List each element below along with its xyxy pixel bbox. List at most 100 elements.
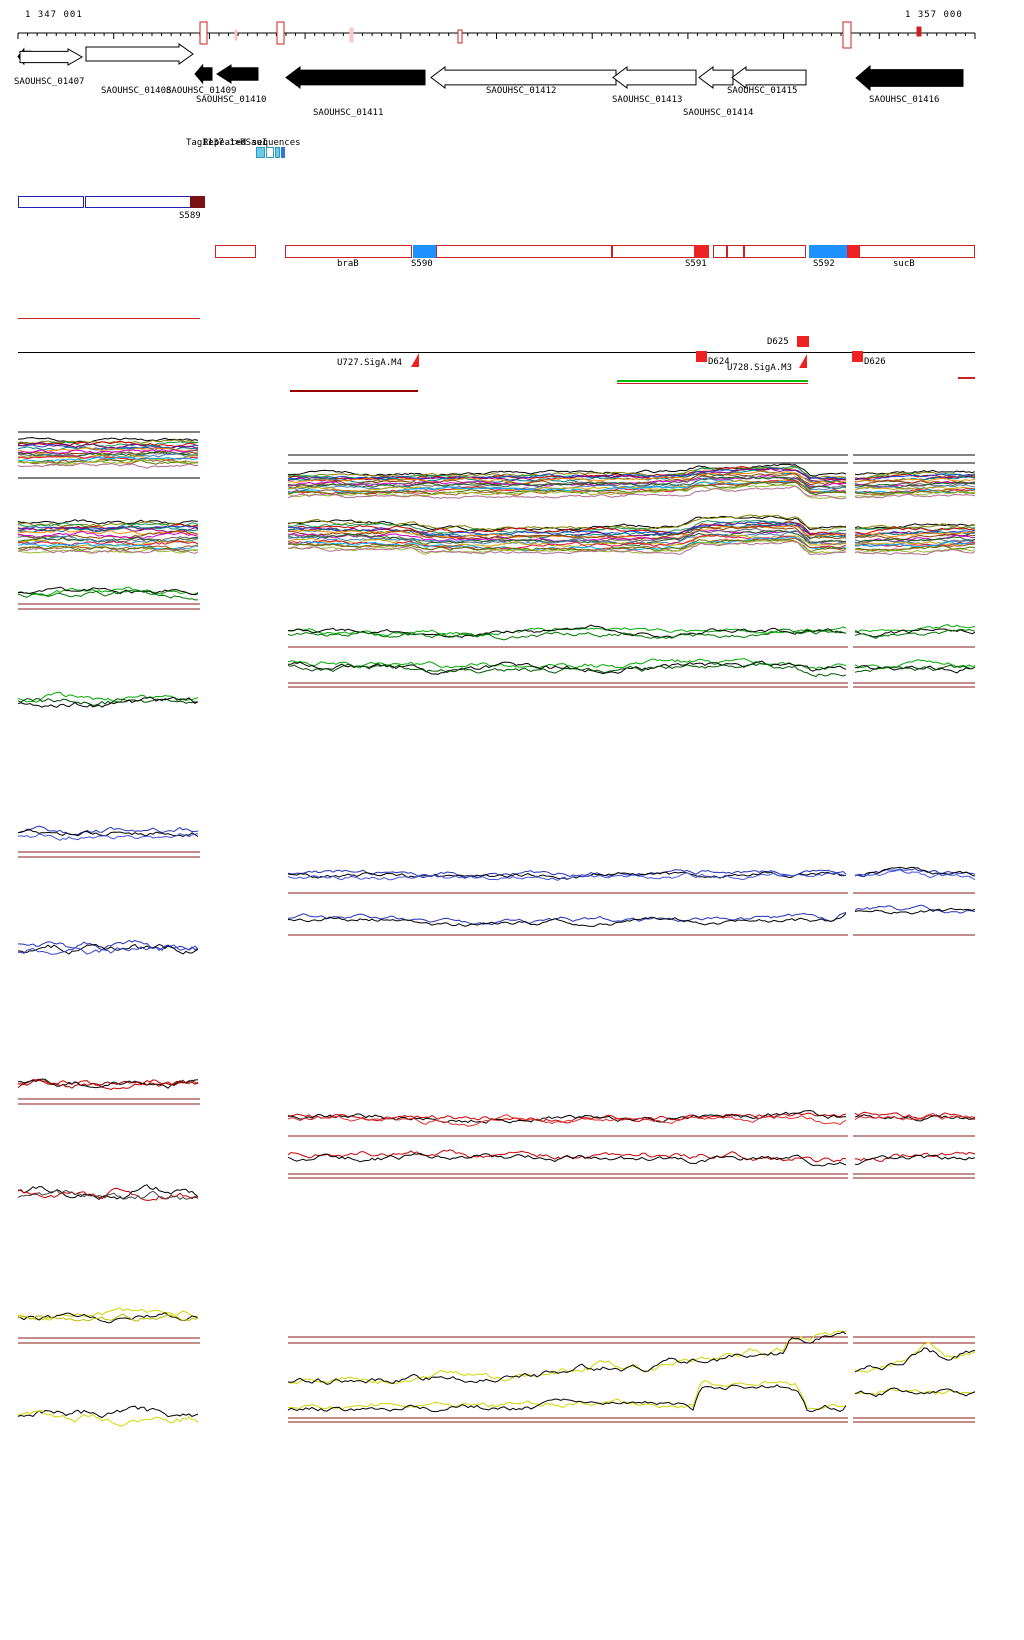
expression-series [287, 485, 976, 500]
ruler-red-mark[interactable] [842, 21, 852, 49]
expression-series [288, 660, 976, 675]
ruler-red-mark[interactable] [916, 26, 922, 37]
ruler-red-mark[interactable] [199, 21, 208, 45]
marker-flag[interactable] [411, 353, 419, 367]
expression-series [287, 1112, 976, 1127]
panel-all-main-bottom [287, 514, 976, 556]
marker-label: D625 [767, 337, 789, 347]
segment-label: S591 [685, 259, 707, 269]
marker-baseline [18, 352, 975, 353]
panel-blue-left-bottom [17, 939, 199, 955]
track-line [290, 390, 418, 392]
gene-arrow-saouhsc_01411[interactable] [285, 66, 426, 89]
expression-series [287, 515, 976, 533]
repeat-box[interactable] [275, 147, 280, 158]
expression-series [287, 866, 976, 880]
panel-red-main-bottom [287, 1149, 976, 1179]
expression-series [17, 547, 199, 554]
expression-series [287, 1109, 976, 1124]
gene-arrow-saouhsc_01407[interactable] [19, 48, 84, 66]
track-line [18, 318, 200, 319]
segment-box[interactable] [809, 245, 848, 258]
marker-box-d626[interactable] [852, 351, 863, 362]
gene-label: SAOUHSC_01410 [196, 95, 267, 105]
segment-box[interactable] [436, 245, 612, 258]
gene-label: SAOUHSC_01416 [869, 95, 940, 105]
srna-segment[interactable] [18, 196, 84, 208]
gene-arrow-saouhsc_01416[interactable] [855, 64, 964, 92]
expression-series [287, 628, 976, 641]
expression-series [17, 450, 199, 458]
segment-box[interactable] [285, 245, 412, 258]
ruler-red-mark[interactable] [457, 29, 463, 44]
repeat-box[interactable] [266, 147, 274, 158]
panel-blue-main-bottom [287, 904, 976, 936]
segment-box[interactable] [847, 245, 859, 258]
expression-series [17, 1307, 199, 1321]
segment-box[interactable] [694, 245, 709, 258]
expression-series [17, 1078, 199, 1089]
segment-box[interactable] [612, 245, 695, 258]
gene-arrow-saouhsc_01415[interactable] [731, 66, 807, 89]
gene-arrow-saouhsc_01408[interactable] [85, 43, 194, 65]
expression-series [17, 1313, 199, 1322]
expression-series [287, 869, 976, 881]
expression-series [17, 1189, 199, 1200]
repeat-box[interactable] [256, 147, 265, 158]
expression-series [287, 868, 976, 879]
ruler-red-mark[interactable] [234, 29, 238, 41]
gene-label: SAOUHSC_01409 [166, 86, 237, 96]
srna-label: S589 [179, 211, 201, 221]
expression-series [287, 529, 976, 547]
panel-yellow-left-top [17, 1307, 200, 1344]
expression-series [17, 545, 199, 552]
gene-arrow-saouhsc_01412[interactable] [430, 66, 617, 89]
expression-series [287, 907, 976, 927]
repeat-track-title: TagI137.1>RSauI [186, 138, 268, 148]
expression-series [17, 458, 199, 466]
expression-series [17, 1187, 199, 1201]
marker-box-d624[interactable] [696, 351, 707, 362]
repeat-box[interactable] [281, 147, 285, 158]
expression-series [287, 534, 976, 548]
marker-flags [411, 353, 807, 368]
expression-series [17, 586, 199, 597]
segment-box[interactable] [859, 245, 975, 258]
panel-green-left-bottom [17, 691, 199, 708]
marker-flag[interactable] [799, 354, 807, 368]
expression-series [287, 1384, 976, 1413]
segment-label: braB [337, 259, 359, 269]
segment-box[interactable] [727, 245, 744, 258]
ruler-red-mark[interactable] [276, 21, 285, 45]
ruler-start-coordinate: 1 347 001 [25, 10, 83, 20]
marker-box-d625[interactable] [797, 336, 809, 347]
gene-arrow-saouhsc_01414[interactable] [698, 66, 734, 89]
srna-segment[interactable] [85, 196, 191, 208]
segment-box[interactable] [215, 245, 256, 258]
marker-label: U728.SigA.M3 [727, 363, 793, 373]
ruler-red-mark[interactable] [349, 27, 354, 43]
expression-series [17, 440, 199, 447]
expression-series [17, 944, 199, 955]
expression-series [287, 657, 976, 670]
expression-series [17, 531, 199, 539]
expression-series [17, 691, 199, 703]
gene-label: SAOUHSC_01413 [612, 95, 683, 105]
segment-box[interactable] [713, 245, 727, 258]
segment-box[interactable] [744, 245, 806, 258]
expression-series [287, 465, 976, 481]
track-line [958, 377, 975, 379]
segment-box[interactable] [413, 245, 436, 258]
expression-series [287, 1149, 976, 1163]
gene-arrow-saouhsc_01409[interactable] [194, 63, 213, 85]
panel-blue-left-top [17, 825, 200, 858]
expression-series [17, 447, 199, 454]
expression-series [287, 525, 976, 541]
expression-series [17, 1078, 199, 1089]
gene-arrow-saouhsc_01413[interactable] [612, 66, 697, 89]
srna-segment[interactable] [190, 196, 205, 208]
gene-arrow-saouhsc_01410[interactable] [216, 64, 259, 84]
marker-label: D624 [708, 357, 730, 367]
expression-series [17, 696, 199, 708]
